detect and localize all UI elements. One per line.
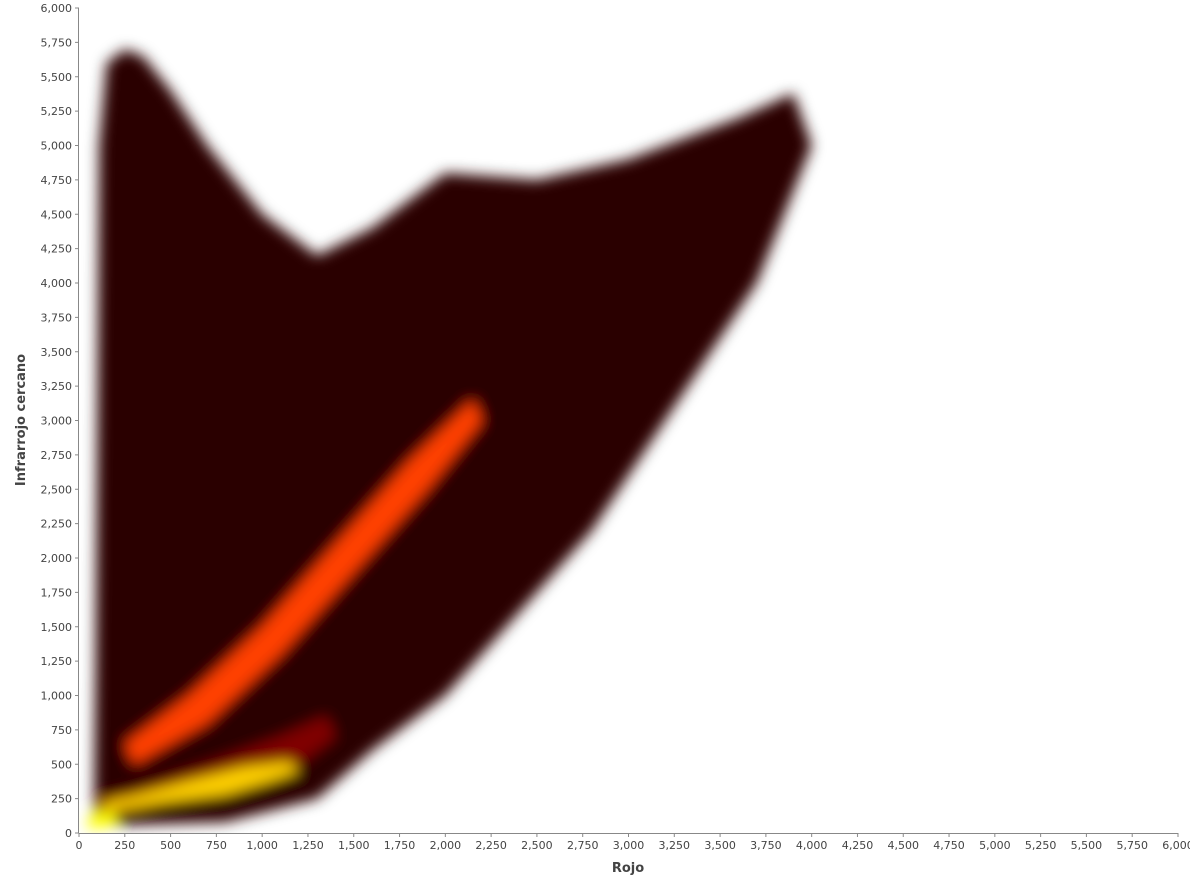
density-layer — [86, 49, 812, 829]
y-tick-label: 6,000 — [41, 2, 73, 15]
x-tick-label: 5,750 — [1116, 839, 1148, 852]
y-tick-label: 2,500 — [41, 483, 73, 496]
x-tick-label: 6,000 — [1162, 839, 1190, 852]
y-tick-label: 4,000 — [41, 277, 73, 290]
density-region-soil-line-hot — [102, 761, 299, 813]
y-tick-label: 1,000 — [41, 690, 73, 703]
y-tick-label: 1,750 — [41, 586, 73, 599]
x-tick-label: 2,500 — [521, 839, 553, 852]
x-tick-label: 4,250 — [842, 839, 874, 852]
x-tick-label: 5,250 — [1025, 839, 1057, 852]
y-tick-label: 3,250 — [41, 380, 73, 393]
y-tick-label: 0 — [65, 827, 72, 840]
x-tick-label: 2,750 — [567, 839, 599, 852]
density-region-diagonal-ridge — [124, 399, 483, 765]
y-tick-label: 3,000 — [41, 415, 73, 428]
x-tick-label: 2,000 — [430, 839, 462, 852]
y-tick-label: 3,500 — [41, 346, 73, 359]
x-tick-label: 4,750 — [933, 839, 965, 852]
y-axis: 0 250 500 750 1,000 1,250 1,500 1,750 2,000 2,250… — [41, 2, 79, 840]
x-tick-label: 2,250 — [475, 839, 507, 852]
y-tick-label: 750 — [51, 724, 72, 737]
x-tick-label: 1,500 — [338, 839, 370, 852]
x-tick-label: 3,000 — [613, 839, 645, 852]
x-tick-label: 250 — [114, 839, 135, 852]
y-tick-label: 4,250 — [41, 243, 73, 256]
y-tick-label: 5,500 — [41, 71, 73, 84]
x-tick-label: 5,500 — [1071, 839, 1103, 852]
x-axis: 0 250 500 750 1,000 1,250 1,500 1,750 2,000 2,250… — [76, 833, 1190, 852]
y-tick-label: 2,750 — [41, 449, 73, 462]
x-tick-label: 1,750 — [384, 839, 416, 852]
x-tick-label: 4,000 — [796, 839, 828, 852]
y-tick-label: 2,000 — [41, 552, 73, 565]
y-tick-label: 500 — [51, 758, 72, 771]
y-axis-label: Infrarrojo cercano — [14, 354, 29, 486]
x-tick-label: 3,500 — [704, 839, 736, 852]
y-tick-label: 250 — [51, 793, 72, 806]
y-tick-label: 5,750 — [41, 36, 73, 49]
x-tick-label: 4,500 — [888, 839, 920, 852]
density-region-origin-hot — [86, 811, 120, 829]
y-tick-label: 5,000 — [41, 140, 73, 153]
y-tick-label: 1,250 — [41, 655, 73, 668]
y-tick-label: 4,750 — [41, 174, 73, 187]
x-tick-label: 0 — [76, 839, 83, 852]
y-tick-label: 2,250 — [41, 518, 73, 531]
x-tick-label: 5,000 — [979, 839, 1011, 852]
x-tick-label: 1,250 — [292, 839, 324, 852]
x-tick-label: 3,750 — [750, 839, 782, 852]
y-tick-label: 1,500 — [41, 621, 73, 634]
x-tick-label: 500 — [160, 839, 181, 852]
y-tick-label: 3,750 — [41, 311, 73, 324]
x-tick-label: 750 — [206, 839, 227, 852]
x-tick-label: 3,250 — [659, 839, 691, 852]
y-tick-label: 4,500 — [41, 208, 73, 221]
x-axis-label: Rojo — [612, 861, 644, 876]
x-tick-label: 1,000 — [246, 839, 278, 852]
y-tick-label: 5,250 — [41, 105, 73, 118]
